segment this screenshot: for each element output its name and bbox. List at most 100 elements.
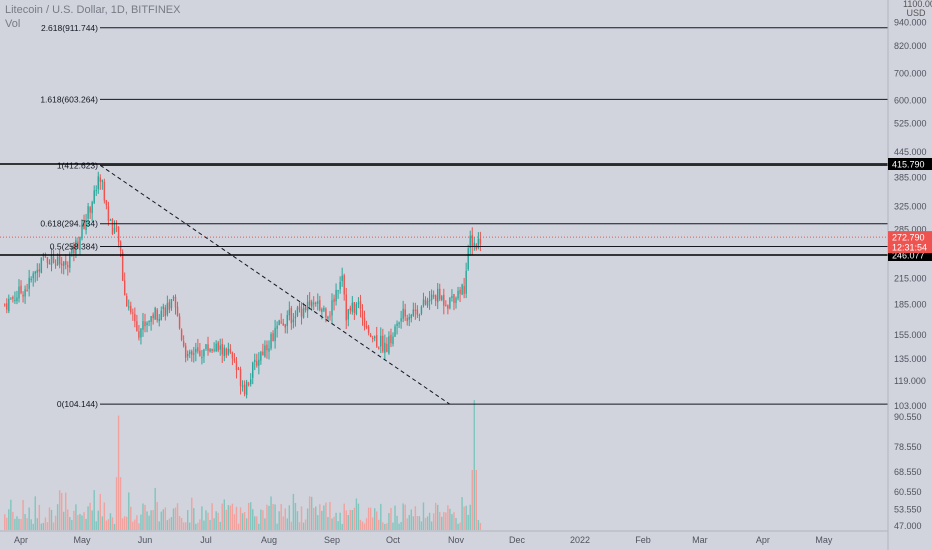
candle-body — [384, 342, 386, 353]
candle-body — [371, 337, 374, 339]
candle-body — [260, 352, 262, 361]
price-tick-label: 185.000 — [894, 299, 927, 309]
volume-bar — [441, 516, 443, 530]
candle-body — [404, 309, 406, 317]
candle-body — [107, 206, 110, 221]
volume-bar — [274, 504, 276, 530]
candle-body — [235, 360, 238, 371]
candle-body — [60, 263, 63, 266]
candle-body — [359, 301, 362, 309]
candle-body — [193, 353, 195, 355]
candle-body — [402, 308, 404, 319]
volume-bar — [6, 517, 8, 530]
volume-bar — [264, 518, 266, 530]
volume-bar — [180, 517, 183, 530]
candle-body — [113, 227, 116, 233]
candle-body — [306, 301, 309, 311]
volume-bar — [343, 503, 345, 530]
horizontal-levels[interactable] — [0, 163, 888, 256]
candle-body — [272, 333, 274, 342]
volume-bar — [384, 523, 386, 530]
volume-bar — [150, 510, 152, 530]
volume-bar — [477, 519, 480, 530]
candle-body — [6, 303, 8, 310]
candle-body — [223, 347, 225, 357]
volume-bar — [363, 523, 366, 530]
price-axis[interactable]: 940.000 820.000 700.000 600.000 525.000 445.0… — [894, 17, 927, 411]
candle-body — [136, 321, 138, 332]
level-price-tag-text: 415.790 — [892, 160, 925, 170]
volume-bar — [333, 516, 335, 530]
candle-body — [406, 317, 408, 322]
volume-bar — [58, 490, 61, 530]
price-tick-label: 325.000 — [894, 202, 927, 212]
candle-body — [46, 257, 49, 263]
volume-bar — [160, 511, 162, 530]
volume-bar — [164, 507, 167, 530]
volume-bar — [111, 517, 114, 530]
trendline[interactable] — [100, 164, 451, 405]
candle-body — [430, 294, 433, 301]
candle-body — [270, 334, 272, 349]
volume-bar — [323, 505, 325, 530]
candle-body — [56, 256, 59, 265]
candle-body — [432, 295, 435, 297]
candle-body — [294, 316, 297, 319]
volume-bar — [243, 512, 246, 530]
candle-body — [12, 297, 14, 299]
volume-bar — [430, 521, 433, 530]
volume-bar — [282, 516, 284, 530]
price-tick-label: 445.000 — [894, 147, 927, 157]
candle-body — [321, 309, 323, 312]
volume-bar — [201, 506, 203, 530]
volume-bar — [457, 523, 459, 530]
candle-body — [166, 303, 169, 315]
candle-body — [144, 321, 146, 327]
volume-bar — [266, 504, 268, 530]
volume-axis[interactable]: 90.550 78.550 68.550 60.550 53.550 47.000 — [894, 412, 922, 531]
volume-bar — [434, 502, 437, 530]
volume-bar — [390, 507, 392, 530]
candle-body — [317, 301, 319, 304]
candle-body — [373, 336, 376, 339]
volume-bar — [408, 514, 410, 530]
volume-bar — [426, 516, 429, 530]
candle-body — [81, 222, 83, 239]
volume-bar — [221, 503, 223, 530]
volume-bar — [428, 512, 431, 530]
candle-body — [380, 335, 382, 347]
candle-body — [197, 347, 199, 352]
volume-bar — [225, 509, 228, 530]
candle-body — [315, 302, 317, 304]
price-tick-label: 103.000 — [894, 401, 927, 411]
volume-bar — [471, 470, 473, 530]
fib-level-label: 0.618(294.734) — [40, 219, 98, 229]
price-tick-label: 385.000 — [894, 172, 927, 182]
volume-bar — [170, 517, 173, 530]
volume-bar — [345, 510, 347, 530]
volume-bar — [455, 517, 457, 530]
candle-body — [162, 306, 165, 310]
volume-tick-label: 78.550 — [894, 442, 922, 452]
candle-body — [345, 294, 347, 321]
volume-bar — [341, 523, 343, 530]
candle-body — [378, 347, 380, 349]
volume-bar — [140, 514, 142, 530]
volume-bar — [152, 510, 154, 530]
volume-bar — [101, 516, 104, 530]
volume-bar — [166, 520, 169, 530]
time-axis[interactable]: Apr May Jun Jul Aug Sep Oct Nov Dec 2022 Feb Mar Apr… — [14, 535, 833, 545]
volume-bar — [203, 520, 205, 530]
volume-bar — [245, 518, 248, 530]
volume-bar — [87, 506, 89, 530]
volume-bar — [134, 519, 136, 530]
candle-body — [282, 323, 284, 326]
price-tick-label: 119.000 — [894, 376, 926, 386]
fibonacci-extension[interactable]: 2.618(911.744) 1.618(603.264) 1(412.623) 0.… — [40, 23, 888, 409]
candle-body — [117, 226, 120, 242]
volume-bar — [176, 503, 179, 530]
price-tick-label: 285.000 — [894, 225, 927, 235]
volume-bar — [209, 520, 211, 530]
volume-bar — [81, 515, 83, 530]
